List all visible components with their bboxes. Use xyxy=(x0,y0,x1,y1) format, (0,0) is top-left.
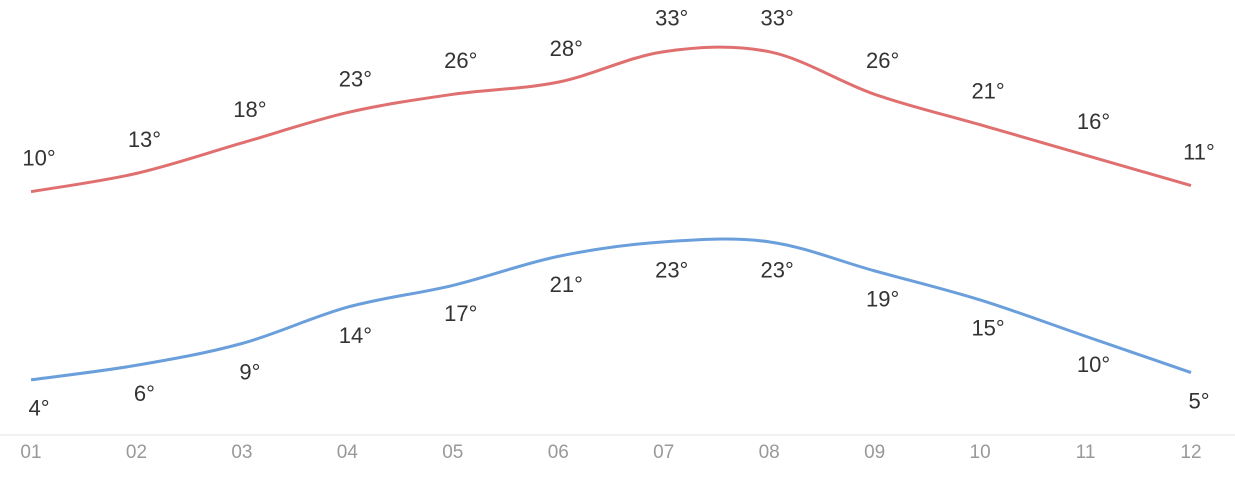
data-label: 26° xyxy=(444,48,477,73)
x-tick-label: 01 xyxy=(20,442,41,463)
data-label: 21° xyxy=(971,79,1004,104)
x-tick-label: 07 xyxy=(653,442,674,463)
x-tick-label: 08 xyxy=(759,442,780,463)
data-label: 23° xyxy=(339,66,372,91)
data-label: 10° xyxy=(1077,352,1110,377)
series-line xyxy=(30,45,1192,194)
data-label: 14° xyxy=(339,323,372,348)
data-label: 28° xyxy=(550,36,583,61)
data-label: 10° xyxy=(22,145,55,170)
x-tick-label: 11 xyxy=(1076,442,1096,463)
x-tick-label: 04 xyxy=(337,442,359,463)
x-tick-label: 06 xyxy=(548,442,569,463)
series-line xyxy=(30,237,1192,382)
x-tick-label: 03 xyxy=(231,442,252,463)
x-tick-label: 12 xyxy=(1180,442,1201,463)
x-tick-label: 09 xyxy=(864,442,885,463)
x-tick-label: 05 xyxy=(442,442,463,463)
x-tick-label: 02 xyxy=(126,442,147,463)
data-label: 9° xyxy=(239,359,260,384)
data-label: 23° xyxy=(655,258,688,283)
x-tick-label: 10 xyxy=(970,442,991,463)
data-label: 18° xyxy=(233,97,266,122)
data-label: 19° xyxy=(866,287,899,312)
data-label: 33° xyxy=(655,6,688,31)
data-label: 21° xyxy=(550,272,583,297)
data-label: 15° xyxy=(971,316,1004,341)
data-label: 4° xyxy=(28,396,49,421)
data-label: 11° xyxy=(1183,139,1215,164)
data-label: 16° xyxy=(1077,109,1110,134)
data-label: 26° xyxy=(866,48,899,73)
data-label: 17° xyxy=(444,301,477,326)
data-label: 13° xyxy=(128,127,161,152)
data-label: 23° xyxy=(761,258,794,283)
data-label: 6° xyxy=(134,381,155,406)
data-label: 5° xyxy=(1188,388,1209,413)
data-label: 33° xyxy=(761,6,794,31)
